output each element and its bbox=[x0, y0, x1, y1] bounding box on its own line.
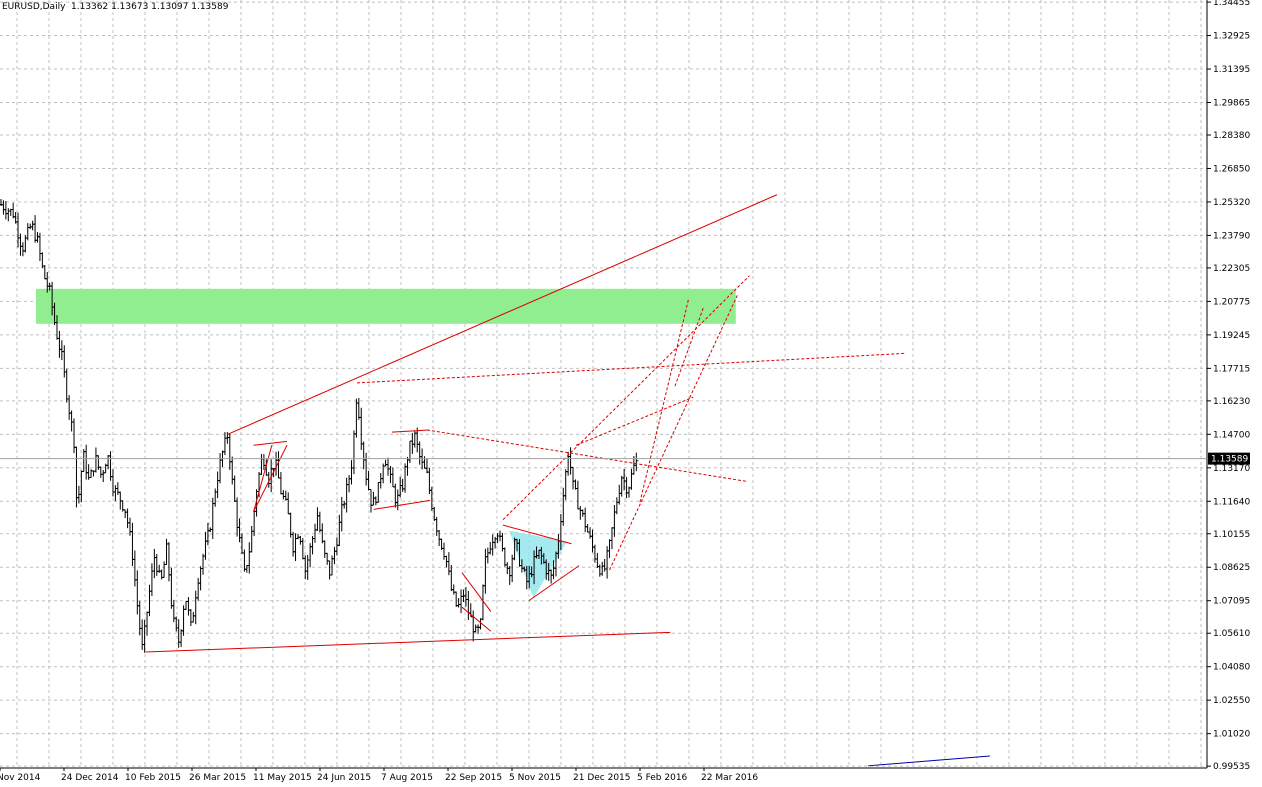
time-tick-label: 26 Mar 2015 bbox=[189, 773, 246, 783]
time-axis: Nov 2014 24 Dec 2014 10 Feb 2015 26 Mar 201… bbox=[0, 767, 1207, 783]
dashed-trendline bbox=[674, 306, 705, 387]
trendline bbox=[461, 606, 492, 632]
price-tick-label: 1.11640 bbox=[1213, 497, 1250, 507]
triangle-pattern bbox=[509, 530, 567, 599]
dashed-trendline bbox=[356, 352, 905, 384]
price-tick-label: 1.28380 bbox=[1213, 131, 1250, 141]
current-price-box bbox=[1208, 452, 1250, 465]
price-tick-label: 1.01020 bbox=[1213, 730, 1250, 740]
bars-layer bbox=[0, 199, 639, 653]
dashed-trendline bbox=[502, 275, 750, 521]
price-tick-label: 1.34455 bbox=[1213, 0, 1250, 8]
time-tick-label: 24 Jun 2015 bbox=[317, 773, 371, 783]
resistance-zone bbox=[35, 288, 736, 324]
zone-layer bbox=[35, 288, 736, 324]
trendline bbox=[227, 194, 778, 435]
price-tick-label: 1.05610 bbox=[1213, 629, 1250, 639]
dashed-trendline bbox=[426, 429, 747, 482]
price-tick-label: 1.07095 bbox=[1213, 597, 1250, 607]
time-tick-label: 24 Dec 2014 bbox=[61, 773, 119, 783]
current-price-marker: 1.13589 bbox=[0, 452, 1250, 465]
price-tick-label: 1.02550 bbox=[1213, 696, 1250, 706]
grid bbox=[0, 0, 1207, 768]
price-tick-label: 1.32925 bbox=[1213, 32, 1250, 42]
price-axis: 1.34455 1.32925 1.31395 1.29865 1.28380 1.268… bbox=[1206, 0, 1250, 772]
trendline bbox=[253, 440, 288, 446]
time-tick-label: 22 Sep 2015 bbox=[445, 773, 502, 783]
price-tick-label: 1.16230 bbox=[1213, 397, 1250, 407]
price-tick-label: 1.10155 bbox=[1213, 530, 1250, 540]
time-tick-label: 22 Mar 2016 bbox=[701, 773, 758, 783]
price-tick-label: 1.17715 bbox=[1213, 364, 1250, 374]
price-tick-label: 0.99535 bbox=[1213, 762, 1250, 772]
price-tick-label: 1.14700 bbox=[1213, 430, 1250, 440]
trendline bbox=[391, 429, 429, 433]
price-tick-label: 1.29865 bbox=[1213, 99, 1250, 109]
symbol-label: EURUSD,Daily bbox=[2, 2, 66, 12]
dashed-trendline bbox=[609, 295, 738, 571]
time-tick-label: 5 Feb 2016 bbox=[637, 773, 688, 783]
price-tick-label: 1.20775 bbox=[1213, 297, 1250, 307]
trendline bbox=[145, 631, 671, 653]
time-tick-label: 10 Feb 2015 bbox=[125, 773, 181, 783]
trendline bbox=[502, 524, 572, 545]
price-tick-label: 1.31395 bbox=[1213, 65, 1250, 75]
trendline bbox=[373, 499, 431, 510]
ohlc-label: 1.13362 1.13673 1.13097 1.13589 bbox=[71, 2, 229, 12]
price-tick-label: 1.08625 bbox=[1213, 563, 1250, 573]
bottom-indicator-line bbox=[868, 755, 990, 767]
time-tick-label: 11 May 2015 bbox=[253, 773, 312, 783]
dashed-trendline bbox=[639, 298, 690, 503]
price-tick-label: 1.26850 bbox=[1213, 164, 1250, 174]
time-tick-label: 5 Nov 2015 bbox=[509, 773, 561, 783]
trendline bbox=[253, 445, 273, 512]
price-tick-label: 1.04080 bbox=[1213, 663, 1250, 673]
price-tick-label: 1.22305 bbox=[1213, 264, 1250, 274]
trendline bbox=[253, 445, 288, 513]
trendlines-layer bbox=[145, 194, 990, 767]
price-tick-label: 1.23790 bbox=[1213, 231, 1250, 241]
trendline bbox=[461, 572, 492, 612]
time-tick-label: 7 Aug 2015 bbox=[381, 773, 433, 783]
current-price-label: 1.13589 bbox=[1211, 455, 1248, 465]
time-tick-label: Nov 2014 bbox=[0, 773, 41, 783]
dashed-trendline bbox=[575, 396, 694, 446]
triangle-layer bbox=[509, 530, 567, 599]
time-tick-label: 21 Dec 2015 bbox=[573, 773, 631, 783]
price-tick-label: 1.25320 bbox=[1213, 198, 1250, 208]
price-tick-label: 1.13170 bbox=[1213, 464, 1250, 474]
price-tick-label: 1.19245 bbox=[1213, 331, 1250, 341]
trendline bbox=[528, 565, 580, 602]
